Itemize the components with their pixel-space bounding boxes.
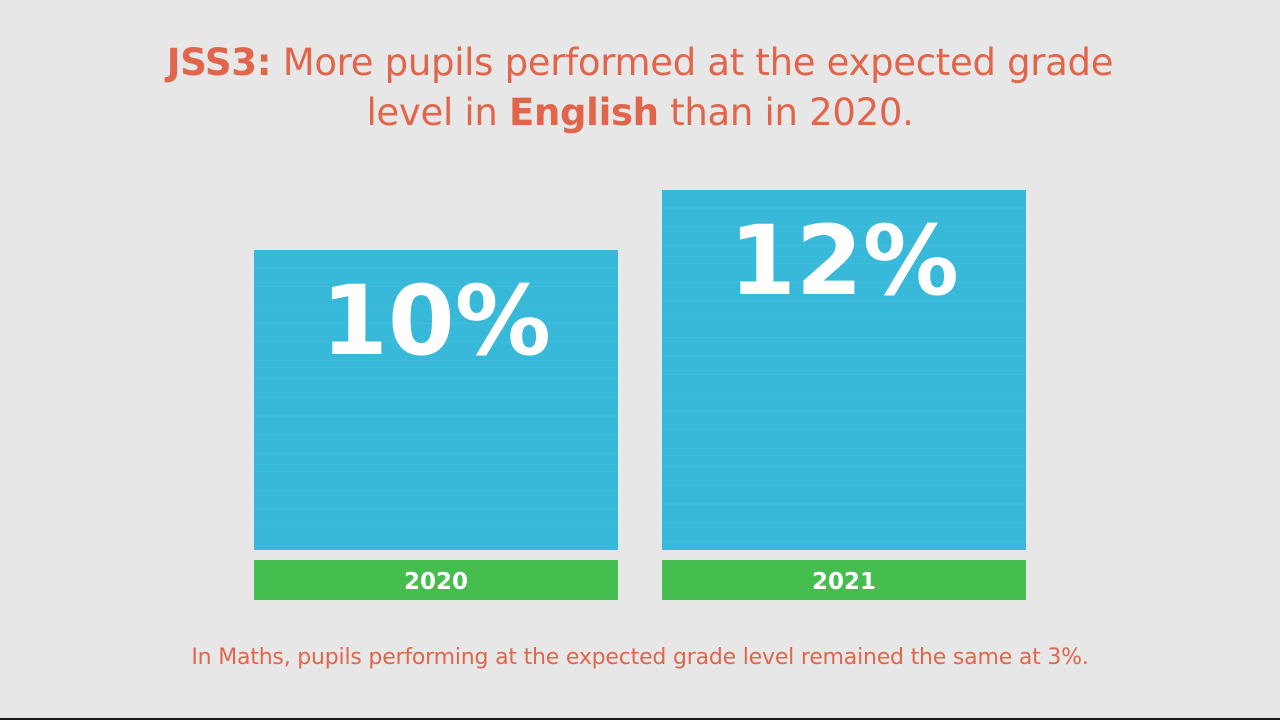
title-prefix: JSS3:: [166, 41, 272, 84]
category-label-2021: 2021: [812, 569, 876, 595]
category-label-2020: 2020: [404, 569, 468, 595]
bottom-rule: [0, 718, 1280, 720]
value-label-2020: 10%: [321, 265, 551, 377]
bar-2020: [254, 250, 618, 550]
category-band-2021: [662, 560, 1026, 600]
title-text: More pupils performed at the expected gr…: [271, 41, 1114, 134]
value-label-2021: 12%: [729, 205, 959, 317]
footnote: In Maths, pupils performing at the expec…: [191, 645, 1089, 670]
title-emphasis: English: [508, 91, 659, 134]
bar-2021: [662, 190, 1026, 550]
title-suffix: than in 2020.: [658, 91, 914, 134]
slide-title: JSS3: More pupils performed at the expec…: [140, 38, 1140, 138]
category-band-2020: [254, 560, 618, 600]
